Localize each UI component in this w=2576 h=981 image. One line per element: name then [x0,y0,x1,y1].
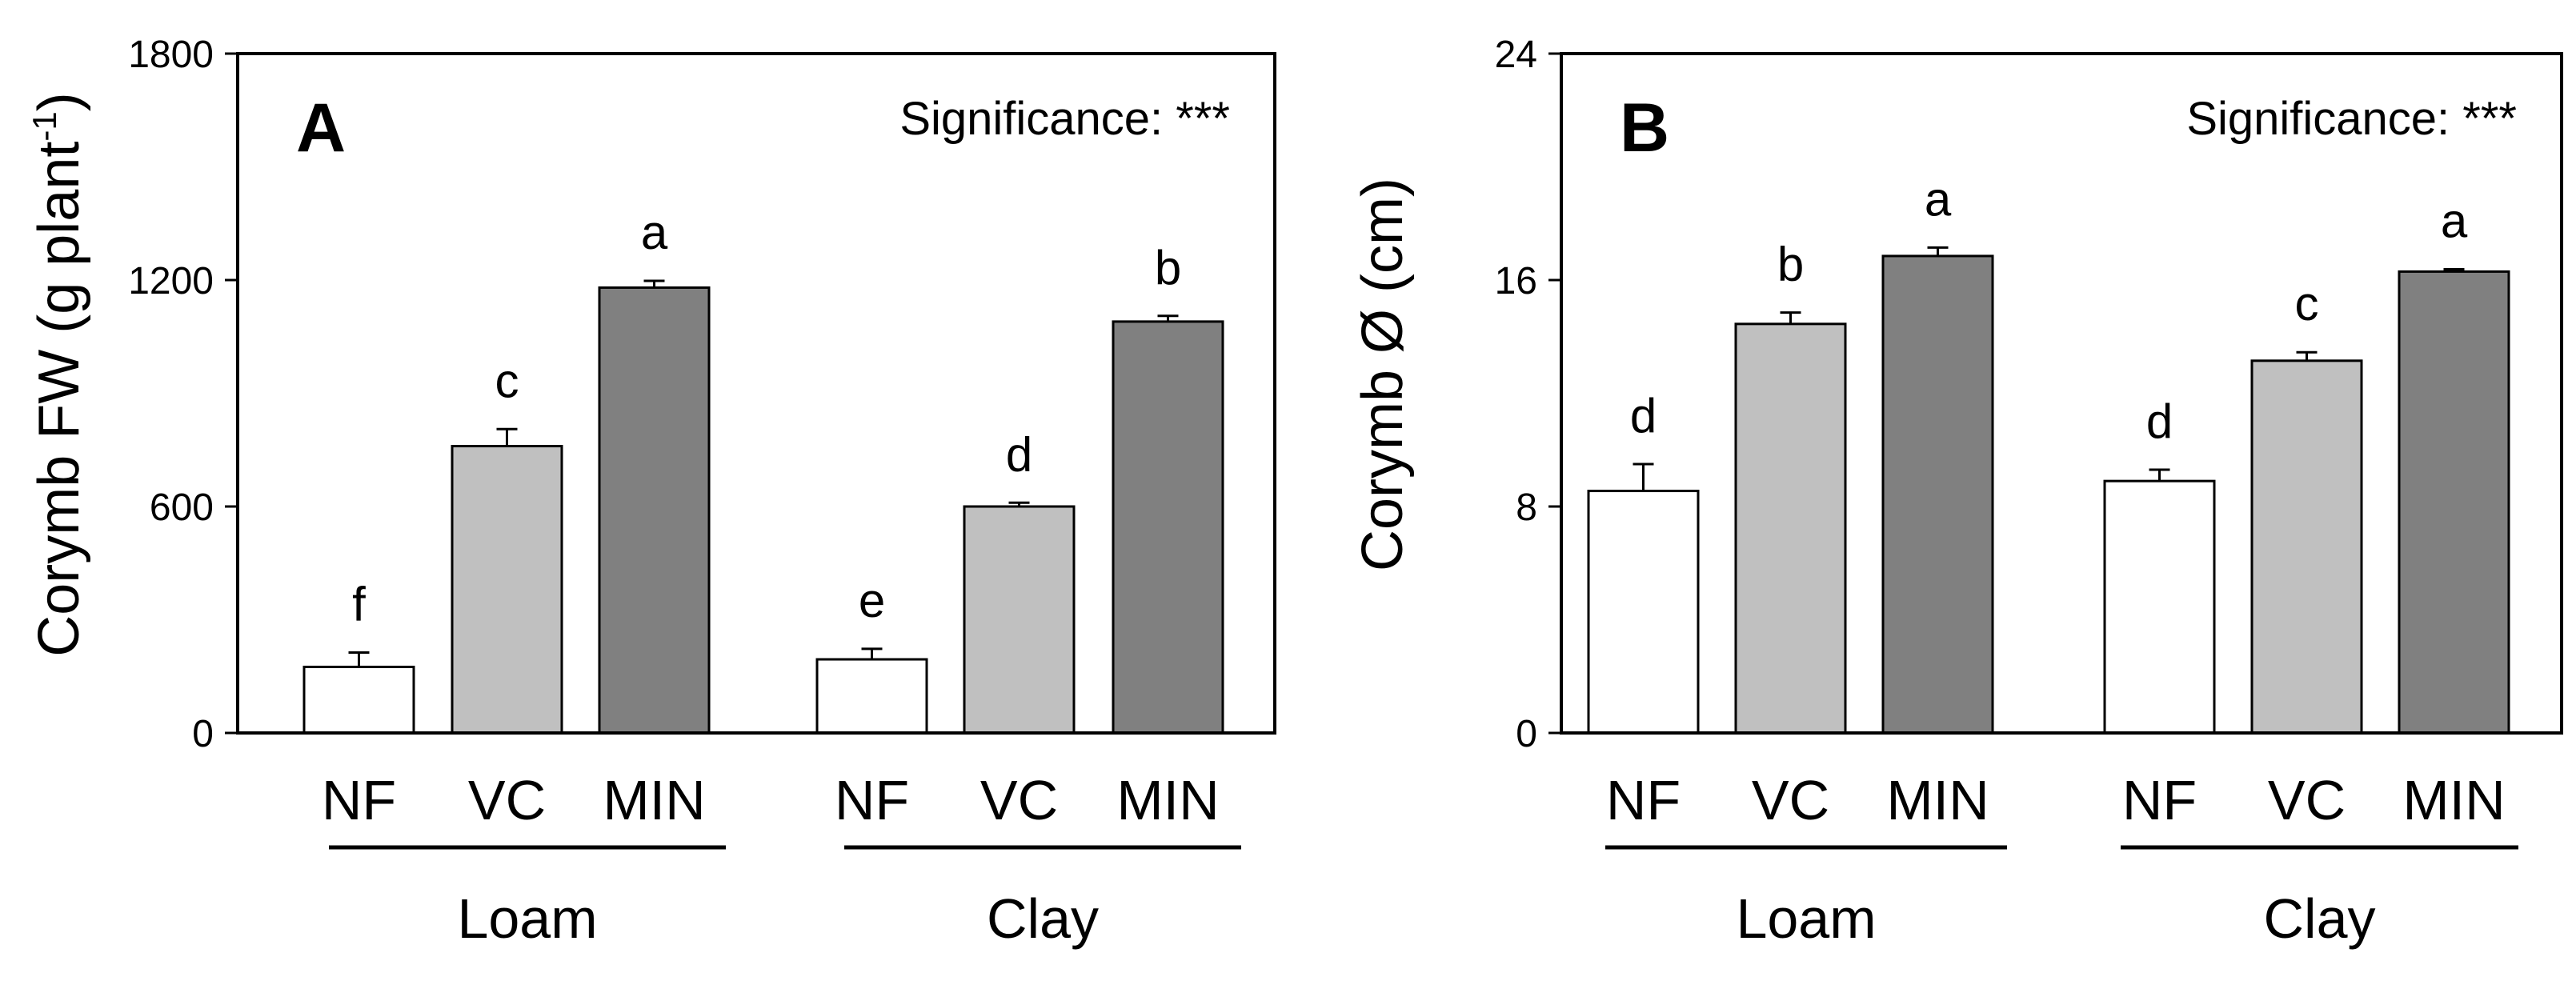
category-label: NF [2122,769,2197,831]
significance-annotation: Significance: *** [2186,93,2517,145]
category-label: VC [2268,769,2346,831]
group-label: Loam [457,887,597,950]
panel-a: Corymb FW (g plant-1) 0 600 1200 1800 f NF c VC… [26,34,1276,950]
bar-loam-nf [1587,490,1700,735]
category-label: VC [980,769,1058,831]
y-tick-label: 1800 [128,34,214,76]
bar-loam-min [1881,254,1994,735]
category-label: MIN [1116,769,1219,831]
category-label: MIN [2402,769,2505,831]
category-label: NF [1606,769,1681,831]
y-axis-label: Corymb Ø (cm) [1351,178,1415,571]
bar-loam-vc [1734,322,1847,735]
bar-clay-vc [963,505,1076,735]
significance-letter: f [352,578,366,631]
bar-loam-nf [302,665,415,735]
category-label: VC [1752,769,1829,831]
significance-annotation: Significance: *** [899,93,1230,145]
category-label: VC [468,769,546,831]
bar-loam-min [598,286,711,735]
group-label: Loam [1736,887,1876,950]
category-label: MIN [1886,769,1989,831]
significance-letter: d [2146,394,2173,448]
bar-clay-min [2398,270,2510,735]
bar-clay-vc [2250,359,2363,735]
bar-clay-nf [2103,479,2216,735]
panel-label: A [296,90,346,166]
significance-letter: c [2295,277,2319,330]
plot-frame [1560,52,2563,735]
panel-label: B [1620,90,1669,166]
significance-letter: c [495,354,519,407]
significance-letter: b [1155,241,1181,294]
y-tick-label: 600 [150,486,214,529]
bar-clay-min [1112,320,1224,735]
y-tick-label: 0 [192,713,214,755]
y-tick-label: 8 [1516,486,1537,529]
significance-letter: d [1006,427,1032,481]
category-label: NF [835,769,909,831]
panel-b: Corymb Ø (cm) 081624dNFbVCaMINLoamdNFcVC… [1351,34,2563,950]
significance-letter: b [1777,238,1804,291]
y-tick-label: 1200 [128,260,214,302]
y-tick-label: 0 [1516,713,1537,755]
significance-letter: a [2441,194,2468,248]
y-tick-label: 16 [1495,260,1537,302]
y-axis-label: Corymb FW (g plant-1) [26,92,91,656]
significance-letter: a [641,206,668,259]
significance-letter: a [1925,172,1952,226]
significance-letter: e [859,574,885,627]
bar-loam-vc [451,445,563,735]
category-label: NF [322,769,396,831]
significance-letter: d [1630,389,1657,442]
category-label: MIN [603,769,705,831]
plot-frame [236,52,1276,735]
bar-clay-nf [815,658,928,735]
group-label: Clay [987,887,1099,950]
y-tick-label: 24 [1495,34,1537,76]
group-label: Clay [2263,887,2375,950]
